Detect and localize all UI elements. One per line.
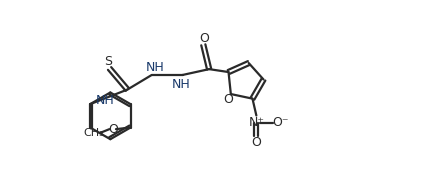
Text: CH₃: CH₃ [83, 128, 104, 138]
Text: NH: NH [146, 61, 164, 74]
Text: NH: NH [172, 78, 190, 91]
Text: S: S [104, 55, 112, 68]
Text: NH: NH [95, 94, 114, 107]
Text: O⁻: O⁻ [272, 116, 289, 129]
Text: N⁺: N⁺ [248, 116, 264, 129]
Text: O: O [252, 136, 261, 149]
Text: O: O [199, 32, 209, 45]
Text: O: O [108, 123, 118, 136]
Text: O: O [223, 93, 233, 106]
